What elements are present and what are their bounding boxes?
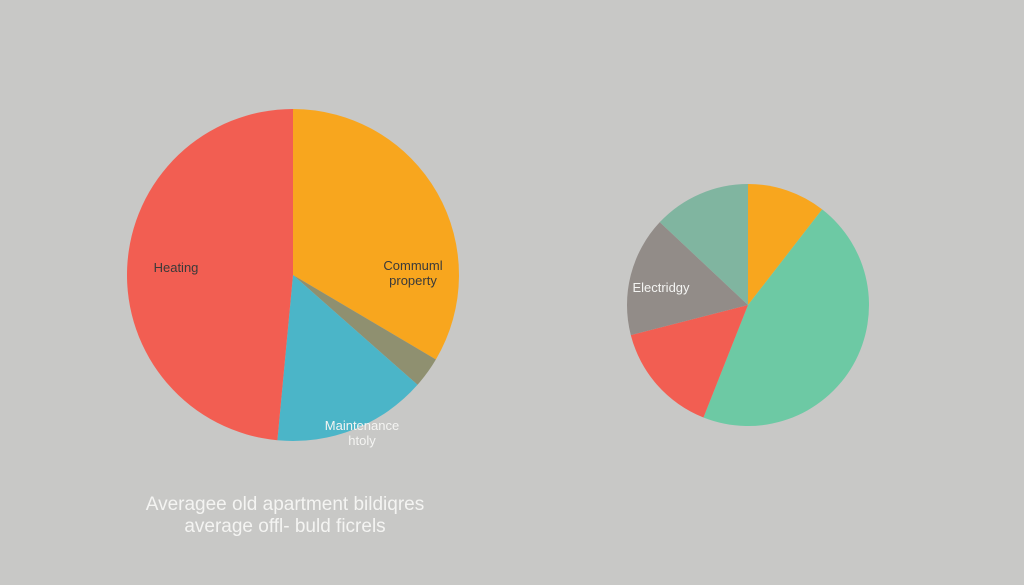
pie-1-slice-2 bbox=[630, 305, 748, 418]
chart-caption-line-1: Averagee old apartment bildiqres bbox=[145, 494, 425, 515]
pie-0-slice-0-label-1: property bbox=[389, 273, 437, 288]
pie-1-slice-4 bbox=[659, 184, 748, 305]
pie-1-slice-3 bbox=[627, 222, 748, 336]
pie-0-slice-2 bbox=[277, 275, 418, 441]
pie-0-slice-0 bbox=[293, 109, 460, 360]
pie-1-slice-3-label-0: Electridgy bbox=[632, 280, 690, 295]
pie-0-slice-2-label-0: Maintenance bbox=[325, 418, 399, 433]
pie-0-slice-0-label-0: Commuml bbox=[383, 258, 442, 273]
pie-0-slice-1 bbox=[293, 275, 436, 385]
pie-1-slice-0 bbox=[748, 184, 823, 305]
pie-0-slice-2-label-1: htoly bbox=[348, 433, 376, 448]
pie-1-slice-1 bbox=[703, 209, 869, 426]
pie-chart-right: Electridgy bbox=[627, 184, 869, 426]
pie-0-slice-3-label-0: Heating bbox=[154, 260, 199, 275]
pie-0-slice-3 bbox=[127, 109, 293, 441]
chart-caption-line-2: average offl- buld ficrels bbox=[184, 516, 386, 537]
